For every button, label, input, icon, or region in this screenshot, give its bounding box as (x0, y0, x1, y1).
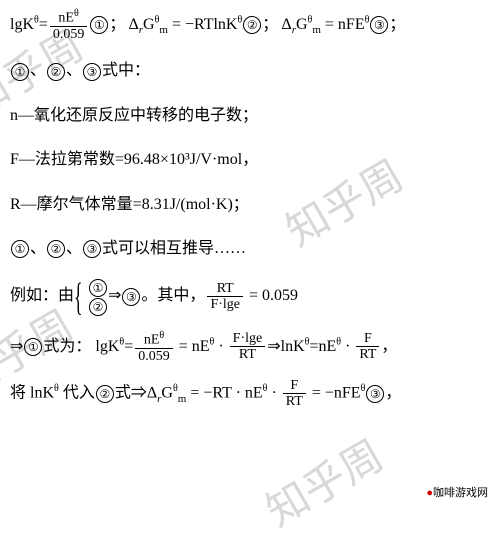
watermark: 知乎周 (253, 423, 393, 538)
line-derivation-1: ⇒①式为： lgKθ=nEθ0.059 = nEθ · F·lgeRT⇒lnKθ… (10, 330, 490, 364)
line-derivation-2: 将 lnKθ 代入②式⇒ΔrGθm = −RT · nEθ · FRT = −n… (10, 378, 490, 410)
document-content: lgKθ=nEθ0.059①； ΔrGθm = −RTlnKθ②； ΔrGθm … (10, 8, 490, 410)
site-logo: ●咖啡游戏网 (426, 484, 488, 500)
equation-line-1: lgKθ=nEθ0.059①； ΔrGθm = −RTlnKθ②； ΔrGθm … (10, 8, 490, 42)
def-n: n—氧化还原反应中转移的电子数； (10, 101, 490, 131)
def-f: F—法拉第常数=96.48×10³J/V·mol， (10, 145, 490, 175)
line-example: 例如：由①②⇒③。其中，RTF·lge = 0.059 (10, 278, 490, 315)
line-in-formulas: ①、②、③式中： (10, 56, 490, 86)
def-r: R—摩尔气体常量=8.31J/(mol·K)； (10, 190, 490, 220)
